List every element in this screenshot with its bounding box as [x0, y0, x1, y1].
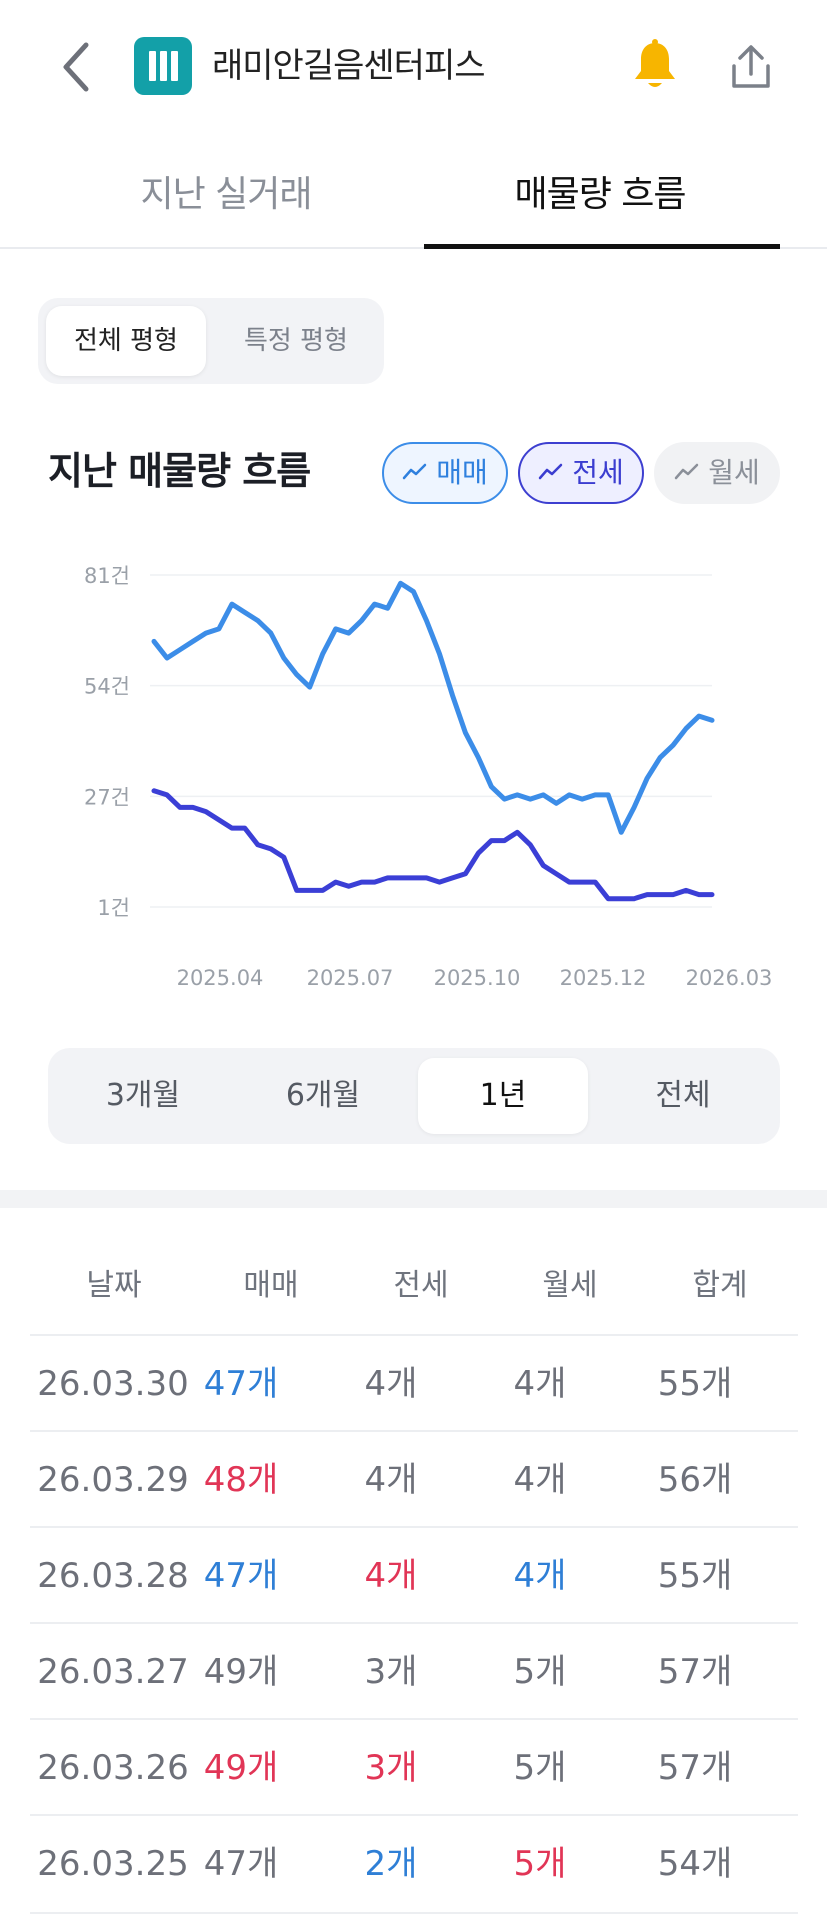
cell-jeonse: 4개 — [364, 1364, 418, 1404]
chip-monthly[interactable]: 월세 — [654, 442, 780, 504]
cell-sale: 49개 — [203, 1748, 279, 1788]
cell-sale: 47개 — [203, 1844, 279, 1884]
cell-date: 26.03.26 — [37, 1748, 189, 1788]
x-tick-label: 2025.10 — [434, 966, 521, 990]
page-title: 래미안길음센터피스 — [212, 46, 486, 86]
pyeong-filter: 전체 평형 특정 평형 — [38, 298, 384, 384]
period-selector: 3개월 6개월 1년 전체 — [48, 1048, 780, 1144]
section-divider — [0, 1190, 827, 1208]
cell-date: 26.03.30 — [37, 1364, 189, 1404]
filter-specific-pyeong[interactable]: 특정 평형 — [244, 326, 348, 356]
x-tick-label: 2025.04 — [177, 966, 264, 990]
cell-jeonse: 3개 — [364, 1748, 418, 1788]
trend-icon — [674, 463, 699, 480]
period-6m[interactable]: 6개월 — [285, 1078, 361, 1113]
chip-sale[interactable]: 매매 — [382, 442, 508, 504]
notification-button[interactable] — [630, 38, 680, 94]
cell-sale: 47개 — [203, 1556, 279, 1596]
cell-total: 54개 — [657, 1844, 733, 1884]
x-tick-label: 2026.03 — [686, 966, 773, 990]
y-tick-label: 27건 — [84, 785, 130, 809]
table-row: 26.03.28 47개 4개 4개 55개 — [30, 1526, 798, 1624]
cell-total: 56개 — [657, 1460, 733, 1500]
cell-monthly: 4개 — [513, 1460, 567, 1500]
cell-date: 26.03.28 — [37, 1556, 189, 1596]
filter-all-pyeong[interactable]: 전체 평형 — [46, 306, 206, 376]
active-tab-indicator — [424, 244, 780, 249]
series-line-sale — [151, 580, 715, 835]
y-tick-label: 81건 — [84, 564, 130, 588]
cell-total: 57개 — [657, 1652, 733, 1692]
cell-sale: 48개 — [203, 1460, 279, 1500]
cell-jeonse: 2개 — [364, 1844, 418, 1884]
cell-monthly: 5개 — [513, 1748, 567, 1788]
col-header-sale: 매매 — [243, 1268, 299, 1303]
cell-date: 26.03.27 — [37, 1652, 189, 1692]
chip-jeonse[interactable]: 전세 — [518, 442, 644, 504]
cell-monthly: 4개 — [513, 1556, 567, 1596]
table-row: 26.03.25 47개 2개 5개 54개 — [30, 1814, 798, 1914]
col-header-date: 날짜 — [86, 1268, 142, 1303]
trend-icon — [402, 463, 427, 480]
cell-jeonse: 3개 — [364, 1652, 418, 1692]
cell-monthly: 5개 — [513, 1652, 567, 1692]
cell-jeonse: 4개 — [364, 1460, 418, 1500]
chevron-left-icon — [63, 42, 89, 92]
cell-monthly: 5개 — [513, 1844, 567, 1884]
period-3m[interactable]: 3개월 — [105, 1078, 181, 1113]
cell-jeonse: 4개 — [364, 1556, 418, 1596]
cell-monthly: 4개 — [513, 1364, 567, 1404]
chart-section-title: 지난 매물량 흐름 — [48, 449, 311, 493]
cell-total: 55개 — [657, 1364, 733, 1404]
period-all[interactable]: 전체 — [655, 1078, 711, 1113]
x-tick-label: 2025.12 — [560, 966, 647, 990]
table-row: 26.03.30 47개 4개 4개 55개 — [30, 1334, 798, 1432]
apartment-icon — [134, 37, 192, 95]
share-button[interactable] — [726, 40, 776, 94]
cell-sale: 49개 — [203, 1652, 279, 1692]
tab-listing-flow[interactable]: 매물량 흐름 — [514, 174, 686, 215]
cell-total: 57개 — [657, 1748, 733, 1788]
chip-jeonse-label: 전세 — [572, 456, 624, 489]
table-row: 26.03.29 48개 4개 4개 56개 — [30, 1430, 798, 1528]
y-tick-label: 54건 — [84, 675, 130, 699]
chip-sale-label: 매매 — [436, 456, 488, 489]
trend-icon — [538, 463, 563, 480]
col-header-jeonse: 전세 — [393, 1268, 449, 1303]
period-1y[interactable]: 1년 — [418, 1058, 588, 1134]
cell-total: 55개 — [657, 1556, 733, 1596]
series-line-jeonse — [151, 788, 715, 902]
table-row: 26.03.26 49개 3개 5개 57개 — [30, 1718, 798, 1816]
col-header-monthly: 월세 — [542, 1268, 598, 1303]
tab-divider — [0, 247, 827, 249]
table-row: 26.03.27 49개 3개 5개 57개 — [30, 1622, 798, 1720]
col-header-total: 합계 — [692, 1268, 748, 1303]
x-tick-label: 2025.07 — [307, 966, 394, 990]
back-button[interactable] — [56, 40, 96, 94]
listing-flow-chart: 81건 54건 27건 1건 2025.04 2025.07 2025.10 2025.12 2… — [84, 564, 773, 990]
chip-monthly-label: 월세 — [708, 456, 760, 489]
cell-date: 26.03.25 — [37, 1844, 189, 1884]
cell-date: 26.03.29 — [37, 1460, 189, 1500]
y-tick-label: 1건 — [97, 896, 130, 920]
share-icon — [732, 45, 770, 88]
cell-sale: 47개 — [203, 1364, 279, 1404]
bell-icon — [635, 39, 675, 87]
tab-past-transactions[interactable]: 지난 실거래 — [140, 174, 312, 215]
